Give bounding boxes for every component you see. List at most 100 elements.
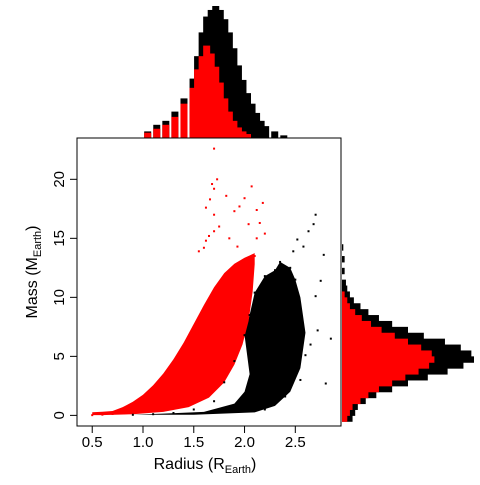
scatter-point-black bbox=[313, 223, 315, 225]
mass-histogram bbox=[342, 244, 474, 422]
scatter-point-red bbox=[198, 250, 200, 252]
scatter-point-black bbox=[289, 267, 291, 269]
x-tick-label: 1.0 bbox=[133, 434, 154, 451]
scatter-point-red bbox=[213, 289, 215, 291]
radius-bar-black bbox=[271, 131, 278, 138]
scatter-point-red bbox=[91, 414, 93, 416]
scatter-point-red bbox=[251, 185, 253, 187]
scatter-point-red bbox=[233, 210, 235, 212]
scatter-point-red bbox=[101, 414, 103, 416]
mass-bar-red bbox=[342, 404, 353, 410]
mass-bar-red bbox=[342, 356, 434, 362]
scatter-point-red bbox=[225, 195, 227, 197]
scatter-point-black bbox=[299, 379, 301, 381]
scatter-point-black bbox=[292, 250, 294, 252]
y-axis-label-paren-close: ) bbox=[24, 226, 41, 231]
mass-bar-red bbox=[342, 315, 362, 321]
mass-bar-red bbox=[342, 327, 382, 333]
scatter-point-red bbox=[213, 188, 215, 190]
scatter-point-red bbox=[264, 233, 266, 235]
scatter-point-red bbox=[248, 223, 250, 225]
mass-bar-red bbox=[342, 321, 371, 327]
scatter-point-red bbox=[254, 255, 256, 257]
x-axis-label-sub: Earth bbox=[225, 464, 251, 476]
scatter-point-red bbox=[244, 197, 246, 199]
scatter-point-red bbox=[228, 237, 230, 239]
scatter-point-black bbox=[274, 269, 276, 271]
radius-bar-red bbox=[162, 125, 169, 138]
scatter-point-black bbox=[172, 412, 174, 414]
mass-bar-red bbox=[342, 398, 360, 404]
scatter-point-red bbox=[223, 275, 225, 277]
radius-bar-red bbox=[171, 117, 178, 138]
scatter-point-black bbox=[315, 214, 317, 216]
scatter-point-red bbox=[208, 235, 210, 237]
scatter-point-red bbox=[193, 326, 195, 328]
scatter-point-red bbox=[172, 361, 174, 363]
scatter-cloud-red bbox=[92, 253, 254, 415]
mass-bar-black bbox=[342, 268, 345, 274]
mass-bar-red bbox=[342, 368, 419, 374]
scatter-point-black bbox=[193, 408, 195, 410]
scatter-point-black bbox=[294, 279, 296, 281]
radius-bar-red bbox=[144, 133, 151, 138]
scatter-point-red bbox=[203, 247, 205, 249]
mass-bar-red bbox=[342, 333, 395, 339]
mass-bar-red bbox=[342, 380, 392, 386]
mass-bar-black bbox=[342, 280, 346, 286]
scatter-point-black bbox=[264, 408, 266, 410]
radius-histogram bbox=[144, 6, 287, 138]
scatter-point-black bbox=[310, 344, 312, 346]
scatter-point-black bbox=[249, 314, 251, 316]
mass-bar-red bbox=[342, 392, 368, 398]
scatter-point-black bbox=[284, 395, 286, 397]
scatter-point-red bbox=[211, 183, 213, 185]
scatter-point-red bbox=[233, 266, 235, 268]
scatter-point-black bbox=[308, 230, 310, 232]
x-tick-label: 2.0 bbox=[234, 434, 255, 451]
scatter-point-red bbox=[218, 226, 220, 228]
scatter-point-red bbox=[262, 202, 264, 204]
scatter-point-black bbox=[213, 400, 215, 402]
scatter-point-black bbox=[244, 334, 246, 336]
scatter-point-red bbox=[213, 214, 215, 216]
x-axis-label-paren-close: ) bbox=[251, 456, 256, 473]
scatter-point-red bbox=[213, 230, 215, 232]
scatter-point-red bbox=[112, 413, 114, 415]
scatter-point-black bbox=[302, 246, 304, 248]
y-tick-label: 10 bbox=[51, 289, 68, 306]
mass-bar-red bbox=[342, 309, 355, 315]
scatter-point-red bbox=[205, 240, 207, 242]
mass-bar-red bbox=[342, 374, 405, 380]
scatter-point-red bbox=[256, 209, 258, 211]
y-tick-label: 5 bbox=[51, 352, 68, 360]
mass-bar-red bbox=[342, 415, 347, 421]
y-tick-label: 15 bbox=[51, 230, 68, 247]
x-tick-label: 1.5 bbox=[183, 434, 204, 451]
mass-bar-red bbox=[342, 291, 345, 297]
mass-bar-black bbox=[342, 256, 345, 262]
scatter-point-red bbox=[236, 246, 238, 248]
y-axis-label: Mass (MEarth) bbox=[24, 226, 44, 319]
mass-bar-red bbox=[342, 409, 350, 415]
scatter-point-red bbox=[249, 257, 251, 259]
y-axis-label-sub: Earth bbox=[32, 231, 44, 257]
mass-bar-red bbox=[342, 297, 347, 303]
scatter-point-black bbox=[304, 354, 306, 356]
y-axis-label-main: Mass bbox=[24, 280, 41, 318]
scatter-point-black bbox=[254, 292, 256, 294]
mass-bar-red bbox=[342, 362, 429, 368]
y-axis-label-paren-open: (M bbox=[24, 257, 41, 280]
scatter-point-red bbox=[213, 148, 215, 150]
scatter-point-red bbox=[209, 198, 211, 200]
scatter-point-red bbox=[205, 207, 207, 209]
mass-bar-red bbox=[342, 350, 432, 356]
x-tick-label: 2.5 bbox=[285, 434, 306, 451]
mass-bar-black bbox=[342, 244, 343, 250]
scatter-point-red bbox=[216, 178, 218, 180]
scatter-point-black bbox=[132, 414, 134, 416]
scatter-point-red bbox=[132, 404, 134, 406]
scatter-point-red bbox=[238, 205, 240, 207]
scatter-point-red bbox=[122, 409, 124, 411]
